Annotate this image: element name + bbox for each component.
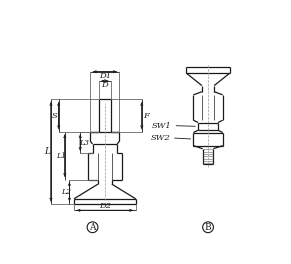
Text: L2: L2	[61, 188, 71, 196]
Text: F: F	[143, 112, 148, 120]
Text: S: S	[52, 112, 58, 120]
Text: B: B	[205, 223, 211, 232]
Text: D: D	[102, 81, 108, 89]
Text: D2: D2	[99, 202, 111, 210]
Text: SW2: SW2	[150, 134, 170, 142]
Text: L1: L1	[56, 152, 66, 160]
Text: D1: D1	[99, 72, 111, 79]
Text: A: A	[89, 223, 96, 232]
Text: L3: L3	[79, 139, 89, 147]
Text: SW1: SW1	[152, 122, 172, 130]
Text: L: L	[44, 147, 50, 156]
